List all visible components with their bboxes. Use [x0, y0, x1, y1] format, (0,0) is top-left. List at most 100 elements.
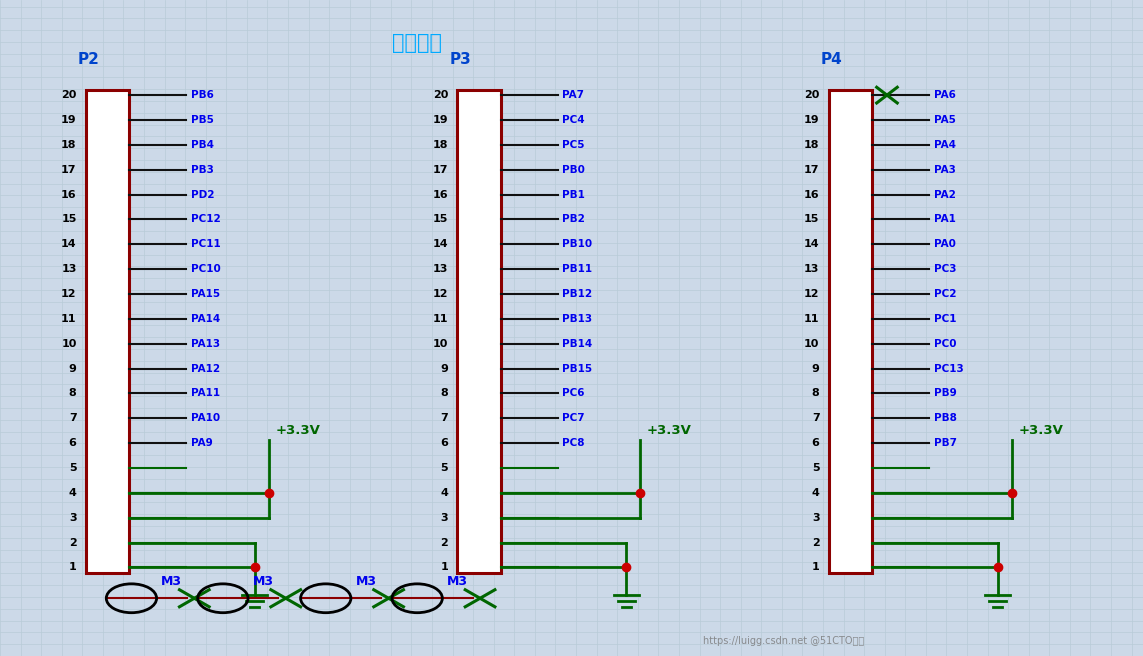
Text: 2: 2 [69, 537, 77, 548]
Text: 14: 14 [61, 239, 77, 249]
Text: 10: 10 [805, 338, 820, 349]
Text: 14: 14 [804, 239, 820, 249]
Text: PB0: PB0 [562, 165, 585, 174]
Text: PC4: PC4 [562, 115, 585, 125]
Text: 12: 12 [804, 289, 820, 299]
Text: PA7: PA7 [562, 90, 584, 100]
Text: PA1: PA1 [934, 215, 956, 224]
Text: PB1: PB1 [562, 190, 585, 199]
Text: PA9: PA9 [191, 438, 213, 448]
Text: 17: 17 [804, 165, 820, 174]
Text: PB12: PB12 [562, 289, 592, 299]
Text: PB4: PB4 [191, 140, 214, 150]
Text: 20: 20 [805, 90, 820, 100]
Text: 11: 11 [804, 314, 820, 324]
Text: 12: 12 [61, 289, 77, 299]
Text: PA11: PA11 [191, 388, 219, 398]
Text: 11: 11 [61, 314, 77, 324]
Text: 16: 16 [61, 190, 77, 199]
Text: PC2: PC2 [934, 289, 957, 299]
Text: 1: 1 [440, 562, 448, 573]
Text: 16: 16 [432, 190, 448, 199]
Text: PB11: PB11 [562, 264, 592, 274]
Text: 5: 5 [440, 463, 448, 473]
Text: 18: 18 [804, 140, 820, 150]
Text: 13: 13 [433, 264, 448, 274]
Text: 11: 11 [432, 314, 448, 324]
Text: 14: 14 [432, 239, 448, 249]
Text: PC8: PC8 [562, 438, 585, 448]
Text: 3: 3 [440, 513, 448, 523]
Text: 8: 8 [69, 388, 77, 398]
Text: 10: 10 [433, 338, 448, 349]
Text: +3.3V: +3.3V [275, 424, 320, 437]
Text: PA2: PA2 [934, 190, 956, 199]
Text: 19: 19 [432, 115, 448, 125]
Text: PA13: PA13 [191, 338, 219, 349]
Text: PB7: PB7 [934, 438, 957, 448]
Text: 6: 6 [812, 438, 820, 448]
Text: 7: 7 [440, 413, 448, 423]
Text: 17: 17 [61, 165, 77, 174]
Text: P2: P2 [78, 52, 99, 66]
Text: PA0: PA0 [934, 239, 956, 249]
Text: 19: 19 [804, 115, 820, 125]
Text: 4: 4 [440, 488, 448, 498]
Text: PB13: PB13 [562, 314, 592, 324]
Text: PA3: PA3 [934, 165, 956, 174]
Text: P4: P4 [821, 52, 842, 66]
Text: 1: 1 [69, 562, 77, 573]
Text: 5: 5 [812, 463, 820, 473]
Text: PC11: PC11 [191, 239, 221, 249]
Text: 9: 9 [440, 363, 448, 373]
FancyBboxPatch shape [829, 90, 872, 573]
Text: 13: 13 [805, 264, 820, 274]
Text: PB2: PB2 [562, 215, 585, 224]
Text: PC10: PC10 [191, 264, 221, 274]
Text: 15: 15 [433, 215, 448, 224]
Text: PB3: PB3 [191, 165, 214, 174]
Text: PC12: PC12 [191, 215, 221, 224]
Text: PC3: PC3 [934, 264, 957, 274]
FancyBboxPatch shape [457, 90, 501, 573]
Text: 18: 18 [432, 140, 448, 150]
Text: PC0: PC0 [934, 338, 957, 349]
Text: 18: 18 [61, 140, 77, 150]
Text: 10: 10 [62, 338, 77, 349]
Text: PA10: PA10 [191, 413, 219, 423]
Text: 8: 8 [440, 388, 448, 398]
Text: 外扩引脚: 外扩引脚 [392, 33, 442, 52]
Text: M3: M3 [253, 575, 273, 588]
Text: PC7: PC7 [562, 413, 585, 423]
Text: PB5: PB5 [191, 115, 214, 125]
Text: PA15: PA15 [191, 289, 219, 299]
Text: PC5: PC5 [562, 140, 585, 150]
Text: 1: 1 [812, 562, 820, 573]
Text: 6: 6 [440, 438, 448, 448]
Text: PB9: PB9 [934, 388, 957, 398]
Text: 20: 20 [62, 90, 77, 100]
Text: +3.3V: +3.3V [1018, 424, 1063, 437]
Text: 15: 15 [62, 215, 77, 224]
Text: PA14: PA14 [191, 314, 221, 324]
Text: 7: 7 [812, 413, 820, 423]
FancyBboxPatch shape [86, 90, 129, 573]
Text: M3: M3 [161, 575, 182, 588]
Text: +3.3V: +3.3V [647, 424, 692, 437]
Text: 2: 2 [812, 537, 820, 548]
Text: PB8: PB8 [934, 413, 957, 423]
Text: 8: 8 [812, 388, 820, 398]
Text: PC13: PC13 [934, 363, 964, 373]
Text: PA12: PA12 [191, 363, 219, 373]
Text: 19: 19 [61, 115, 77, 125]
Text: 15: 15 [805, 215, 820, 224]
Text: PB15: PB15 [562, 363, 592, 373]
Text: 16: 16 [804, 190, 820, 199]
Text: PB10: PB10 [562, 239, 592, 249]
Text: PA6: PA6 [934, 90, 956, 100]
Text: P3: P3 [449, 52, 471, 66]
Text: 9: 9 [812, 363, 820, 373]
Text: 4: 4 [812, 488, 820, 498]
Text: 5: 5 [69, 463, 77, 473]
Text: 13: 13 [62, 264, 77, 274]
